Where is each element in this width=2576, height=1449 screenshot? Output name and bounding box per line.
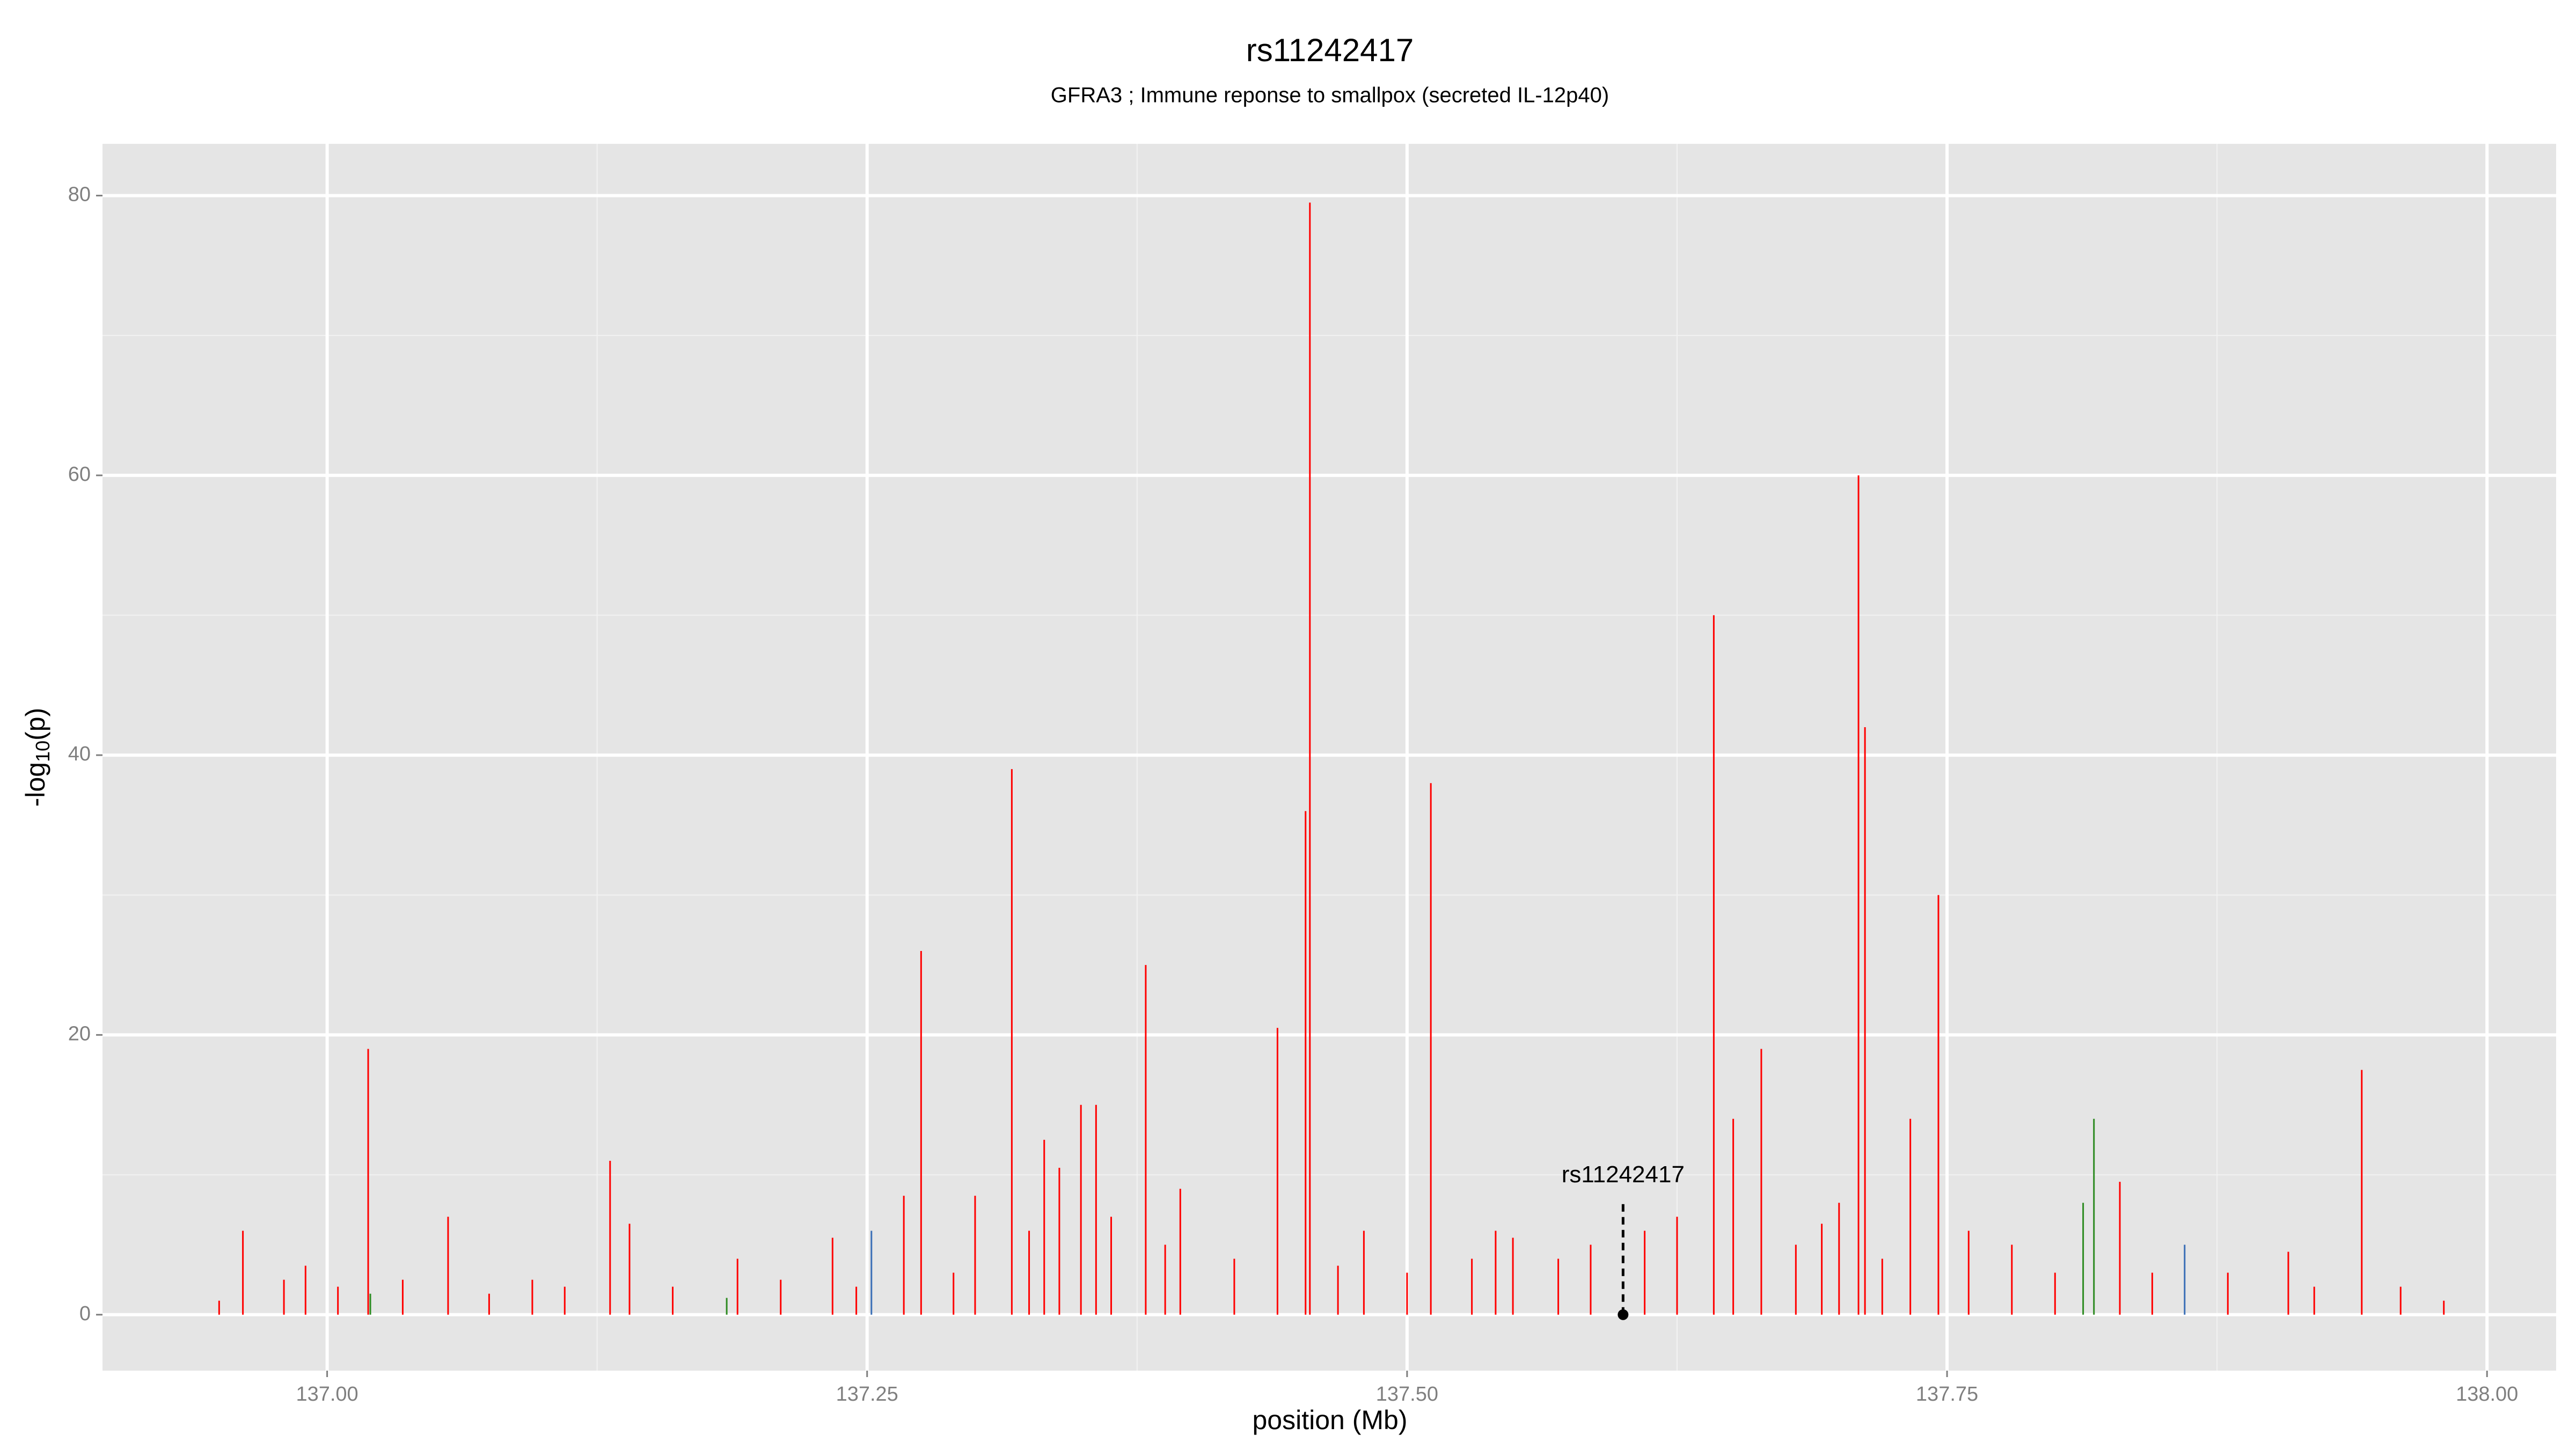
chart-title: rs11242417 xyxy=(1246,32,1414,68)
y-tick-label: 40 xyxy=(68,743,91,765)
x-axis-label: position (Mb) xyxy=(1253,1405,1408,1435)
x-tick-label: 137.50 xyxy=(1376,1383,1438,1406)
annotation-point xyxy=(1618,1309,1629,1320)
x-tick-label: 137.25 xyxy=(836,1383,898,1406)
y-axis-label-part: -log xyxy=(20,762,50,807)
annotation-label: rs11242417 xyxy=(1562,1161,1685,1188)
y-axis-label-part: (p) xyxy=(20,708,50,741)
y-tick-label: 80 xyxy=(68,183,91,206)
y-tick-label: 60 xyxy=(68,463,91,486)
plot-background xyxy=(103,144,2556,1371)
y-tick-label: 20 xyxy=(68,1022,91,1045)
y-axis-label-sub: 10 xyxy=(32,741,54,762)
x-tick-label: 138.00 xyxy=(2456,1383,2518,1406)
x-tick-label: 137.00 xyxy=(296,1383,358,1406)
y-axis-label: -log10(p) xyxy=(20,708,53,807)
x-tick-label: 137.75 xyxy=(1916,1383,1978,1406)
y-tick-label: 0 xyxy=(79,1302,91,1325)
chart-subtitle: GFRA3 ; Immune reponse to smallpox (secr… xyxy=(1051,84,1609,107)
